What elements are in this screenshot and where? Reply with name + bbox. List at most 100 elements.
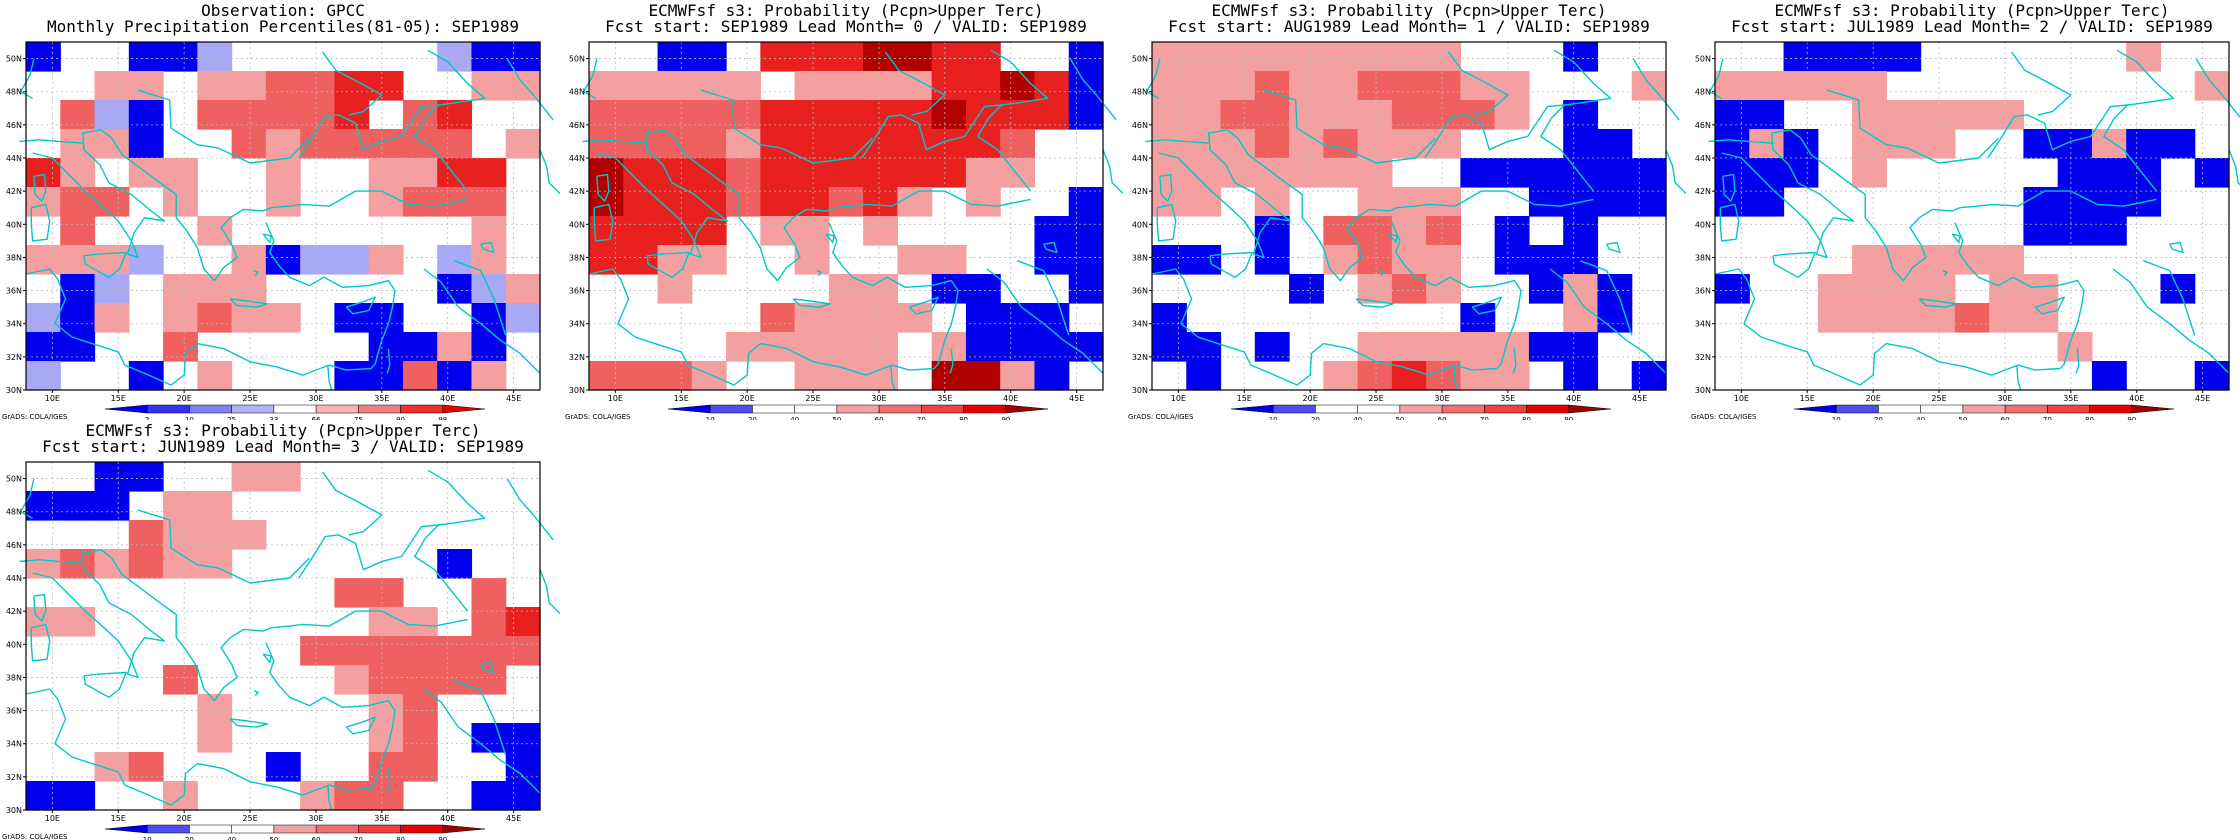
coastline (646, 251, 690, 278)
coastline (253, 270, 259, 277)
map-frame (588, 41, 1104, 391)
data-cell (1715, 274, 1750, 304)
data-cell (1989, 303, 2024, 333)
coastline (454, 260, 507, 336)
colorbar-segment (1357, 404, 1401, 414)
data-cell (368, 781, 404, 811)
lat-tick-label: 30N (6, 806, 22, 815)
data-cell (197, 274, 233, 304)
data-cell (505, 303, 541, 333)
lon-tick-label: 30E (1434, 394, 1449, 403)
data-cell (1749, 129, 1785, 159)
data-cell (94, 274, 130, 304)
data-cell (471, 607, 507, 637)
coastline (32, 549, 166, 679)
lon-tick-label: 40E (1566, 394, 1581, 403)
colorbar-segment (400, 824, 444, 834)
colorbar-segment (878, 404, 922, 414)
data-cell (1886, 274, 1922, 304)
colorbar-label: 25 (227, 416, 236, 420)
data-cell (1391, 187, 1427, 217)
coastline (1146, 58, 1161, 99)
data-cell (931, 71, 967, 101)
data-cell (2126, 42, 2162, 72)
coastline (1355, 298, 1394, 308)
data-cell (505, 274, 541, 304)
colorbar-label: 20 (748, 416, 757, 420)
colorbar-segment (273, 824, 317, 834)
coastline (1708, 139, 1772, 144)
coastline (890, 365, 896, 391)
coastline (423, 688, 541, 794)
data-cell (128, 462, 164, 492)
coastline (884, 51, 946, 116)
data-cell (60, 781, 96, 811)
colorbar-label: 40 (227, 836, 236, 840)
coastline (1017, 260, 1070, 336)
lat-tick-label: 32N (1132, 353, 1148, 362)
data-cell (1254, 42, 1290, 72)
data-cell (931, 245, 967, 275)
data-cell (2091, 158, 2127, 188)
colorbar-label: 40 (1916, 416, 1925, 420)
lat-tick-label: 34N (1132, 320, 1148, 329)
data-cell (265, 71, 301, 101)
lat-tick-label: 48N (1132, 88, 1148, 97)
data-cell (505, 71, 541, 101)
data-grid (26, 42, 541, 391)
coastline (1714, 268, 2061, 386)
data-cell (437, 42, 473, 72)
colorbar-label: 50 (1958, 416, 1967, 420)
coastline (265, 222, 396, 369)
data-cell (2057, 216, 2093, 246)
coastline (593, 203, 614, 242)
data-cell (1357, 42, 1393, 72)
data-cell (1152, 71, 1187, 101)
data-cell (897, 158, 933, 188)
data-cell (1631, 361, 1667, 391)
data-cell (794, 42, 830, 72)
data-cell (794, 245, 830, 275)
data-cell (897, 303, 933, 333)
lat-tick-label: 38N (1695, 253, 1711, 262)
coastline (1632, 58, 1680, 121)
data-cell (368, 578, 404, 608)
data-cell (1563, 42, 1599, 72)
colorbar: 2 10 25 33 66 75 90 98 (104, 404, 486, 420)
data-cell (128, 129, 164, 159)
lon-tick-label: 20E (740, 394, 755, 403)
data-cell (863, 129, 898, 159)
coastline (1826, 89, 1999, 164)
coastlines (19, 469, 560, 811)
lat-tick-label: 32N (569, 353, 585, 362)
lat-tick-label: 36N (6, 287, 22, 296)
coastline (1226, 129, 1398, 282)
lat-tick-label: 38N (6, 673, 22, 682)
lat-tick-label: 32N (6, 353, 22, 362)
data-cell (1597, 129, 1633, 159)
coastline (327, 785, 333, 811)
coastline (1789, 129, 1961, 282)
data-cell (828, 303, 864, 333)
colorbar-label: 40 (1353, 416, 1362, 420)
lat-tick-label: 32N (6, 773, 22, 782)
data-cell (1289, 274, 1324, 304)
coastline (1159, 173, 1173, 202)
data-cell (2091, 187, 2127, 217)
data-cell (60, 303, 96, 333)
data-cell (1323, 245, 1359, 275)
data-cell (2194, 71, 2230, 101)
coastline (1397, 190, 1594, 209)
lon-tick-label: 25E (805, 394, 820, 403)
lat-tick-label: 42N (6, 607, 22, 616)
coastline (1158, 129, 1292, 259)
map-title-line-2: Fcst start: JUN1989 Lead Month= 3 / VALI… (42, 437, 524, 456)
lat-tick-label: 40N (1695, 220, 1711, 229)
data-cell (1186, 129, 1222, 159)
data-cell (1323, 129, 1359, 159)
lon-tick-label: 15E (111, 814, 126, 823)
grads-credit: GrADS: COLA/IGES (1691, 413, 1757, 420)
data-cell (1426, 245, 1461, 275)
data-cell (1034, 71, 1070, 101)
